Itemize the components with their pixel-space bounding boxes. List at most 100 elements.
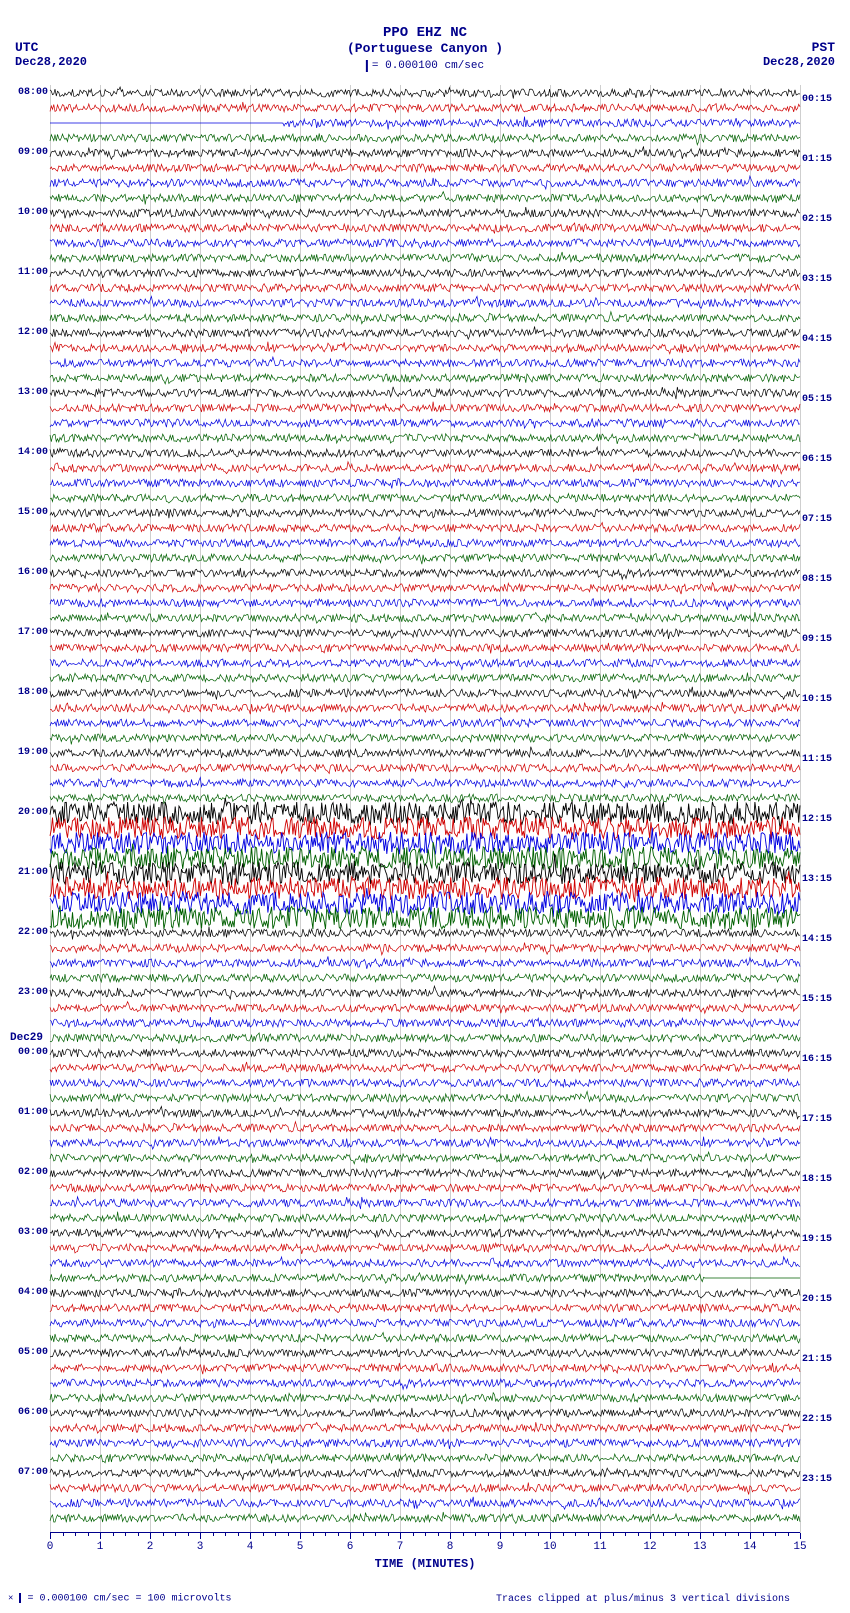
x-tick-minor: [213, 1533, 214, 1536]
x-tick-label: 14: [743, 1541, 756, 1553]
pst-hour-label: 18:15: [802, 1174, 838, 1185]
x-tick: [600, 1533, 601, 1539]
trace-row: [50, 1510, 800, 1526]
x-tick: [450, 1533, 451, 1539]
trace-row: [50, 805, 800, 821]
trace-row: [50, 520, 800, 536]
x-tick: [800, 1533, 801, 1539]
utc-hour-label: 13:00: [12, 387, 48, 398]
trace-row: [50, 505, 800, 521]
utc-hour-label: 06:00: [12, 1407, 48, 1418]
utc-hour-label: 22:00: [12, 927, 48, 938]
x-tick-minor: [63, 1533, 64, 1536]
tz-left-date: Dec28,2020: [15, 55, 87, 69]
x-tick-minor: [288, 1533, 289, 1536]
trace-row: [50, 85, 800, 101]
trace-row: [50, 295, 800, 311]
utc-hour-label: 09:00: [12, 147, 48, 158]
x-tick-minor: [438, 1533, 439, 1536]
trace-row: [50, 685, 800, 701]
x-tick-minor: [675, 1533, 676, 1536]
x-tick-minor: [475, 1533, 476, 1536]
trace-row: [50, 490, 800, 506]
trace-row: [50, 940, 800, 956]
trace-row: [50, 130, 800, 146]
utc-hour-label: 03:00: [12, 1227, 48, 1238]
trace-row: [50, 820, 800, 836]
pst-hour-label: 20:15: [802, 1294, 838, 1305]
utc-hour-label: 16:00: [12, 567, 48, 578]
x-tick-minor: [88, 1533, 89, 1536]
utc-hour-label: 20:00: [12, 807, 48, 818]
x-tick-label: 12: [643, 1541, 656, 1553]
trace-row: [50, 205, 800, 221]
x-tick: [150, 1533, 151, 1539]
timezone-left: UTC Dec28,2020: [15, 40, 87, 69]
utc-hour-label: 14:00: [12, 447, 48, 458]
station-location: (Portuguese Canyon ): [0, 41, 850, 56]
trace-row: [50, 910, 800, 926]
trace-row: [50, 760, 800, 776]
pst-hour-label: 09:15: [802, 634, 838, 645]
footer-left-text: = 0.000100 cm/sec = 100 microvolts: [27, 1594, 231, 1605]
x-tick-minor: [338, 1533, 339, 1536]
x-tick-minor: [263, 1533, 264, 1536]
trace-row: [50, 730, 800, 746]
x-tick-minor: [138, 1533, 139, 1536]
x-tick-label: 15: [793, 1541, 806, 1553]
trace-row: [50, 535, 800, 551]
utc-hour-label: 17:00: [12, 627, 48, 638]
trace-row: [50, 430, 800, 446]
x-tick-label: 9: [497, 1541, 504, 1553]
trace-row: [50, 370, 800, 386]
pst-hour-label: 06:15: [802, 454, 838, 465]
trace-row: [50, 1225, 800, 1241]
trace-row: [50, 115, 800, 131]
trace-row: [50, 445, 800, 461]
x-tick-minor: [125, 1533, 126, 1536]
utc-hour-label: 19:00: [12, 747, 48, 758]
x-tick-label: 3: [197, 1541, 204, 1553]
footer-left: × = 0.000100 cm/sec = 100 microvolts: [8, 1593, 231, 1605]
x-tick-minor: [613, 1533, 614, 1536]
pst-hour-label: 04:15: [802, 334, 838, 345]
trace-row: [50, 1015, 800, 1031]
x-tick-minor: [225, 1533, 226, 1536]
trace-row: [50, 610, 800, 626]
trace-row: [50, 745, 800, 761]
x-tick-minor: [563, 1533, 564, 1536]
x-tick-minor: [725, 1533, 726, 1536]
tz-left-label: UTC: [15, 40, 87, 55]
trace-row: [50, 100, 800, 116]
tz-right-date: Dec28,2020: [763, 55, 835, 69]
trace-row: [50, 1450, 800, 1466]
trace-row: [50, 175, 800, 191]
x-tick-label: 8: [447, 1541, 454, 1553]
x-tick-minor: [588, 1533, 589, 1536]
timezone-right: PST Dec28,2020: [763, 40, 835, 69]
trace-row: [50, 460, 800, 476]
trace-row: [50, 1195, 800, 1211]
trace-row: [50, 580, 800, 596]
trace-row: [50, 220, 800, 236]
trace-row: [50, 1465, 800, 1481]
trace-row: [50, 355, 800, 371]
pst-hour-label: 05:15: [802, 394, 838, 405]
trace-row: [50, 190, 800, 206]
x-tick-minor: [688, 1533, 689, 1536]
trace-row: [50, 145, 800, 161]
pst-hour-label: 22:15: [802, 1414, 838, 1425]
trace-row: [50, 895, 800, 911]
x-tick-minor: [513, 1533, 514, 1536]
x-tick: [300, 1533, 301, 1539]
x-tick-minor: [188, 1533, 189, 1536]
trace-row: [50, 550, 800, 566]
trace-row: [50, 385, 800, 401]
scale-text: = 0.000100 cm/sec: [372, 60, 484, 72]
x-tick: [400, 1533, 401, 1539]
x-axis-title: TIME (MINUTES): [0, 1557, 850, 1571]
pst-hour-label: 17:15: [802, 1114, 838, 1125]
x-tick-minor: [488, 1533, 489, 1536]
x-tick-minor: [163, 1533, 164, 1536]
pst-hour-label: 02:15: [802, 214, 838, 225]
